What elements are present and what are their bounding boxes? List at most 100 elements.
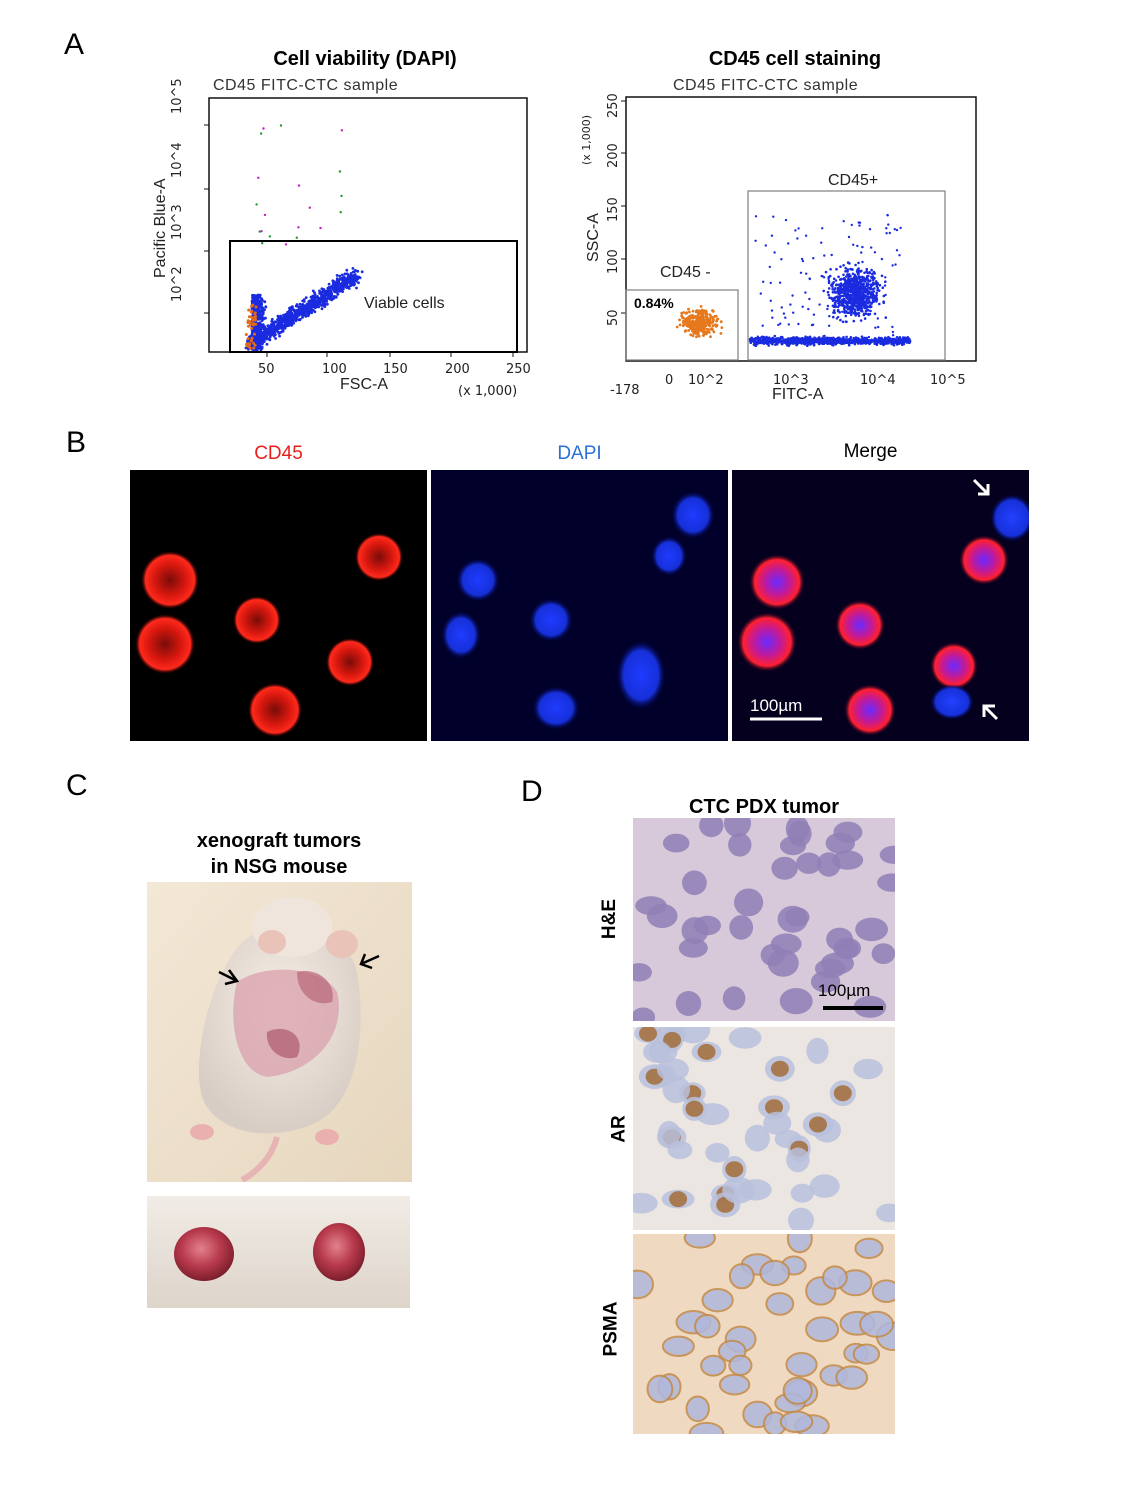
event-dot	[767, 339, 771, 342]
event-dot	[280, 327, 284, 330]
event-dot	[304, 296, 308, 299]
event-dot	[868, 228, 872, 231]
event-dot	[876, 281, 879, 285]
event-dot	[849, 309, 852, 312]
event-dot	[828, 274, 832, 278]
event-dot	[258, 301, 262, 305]
event-dot	[328, 289, 332, 292]
event-dot	[895, 249, 899, 252]
event-dot	[296, 305, 300, 308]
event-dot	[881, 286, 885, 289]
event-dot	[884, 276, 887, 279]
cell-nucleus	[744, 1124, 770, 1152]
merge-micrograph	[732, 470, 1029, 741]
event-dot	[719, 320, 723, 324]
event-dot	[844, 340, 847, 343]
event-dot	[856, 244, 859, 248]
event-dot	[678, 318, 681, 322]
positive-stain	[697, 1043, 716, 1060]
event-dot	[675, 325, 679, 329]
cell-nucleus	[657, 1120, 681, 1148]
event-dot	[806, 340, 809, 343]
psma-micrograph	[633, 1234, 895, 1434]
event-dot	[263, 300, 267, 304]
event-dot	[357, 281, 360, 285]
event-dot	[801, 336, 804, 340]
event-dot	[868, 271, 871, 274]
event-dot	[754, 337, 758, 340]
event-dot	[870, 276, 873, 279]
event-dot	[833, 290, 837, 294]
event-dot	[847, 235, 851, 239]
merge-scale-bar-label: 100µm	[750, 696, 803, 715]
event-dot	[858, 301, 861, 305]
event-dot	[268, 333, 271, 337]
he-nuclei	[633, 818, 895, 1021]
arrow-icon	[218, 969, 240, 986]
event-dot	[705, 321, 708, 324]
event-dot	[780, 258, 783, 261]
event-dot	[844, 287, 847, 290]
event-dot	[852, 319, 856, 323]
event-dot	[247, 308, 251, 312]
event-dot	[711, 324, 715, 328]
cell-nucleus	[833, 937, 862, 959]
event-dot	[351, 267, 355, 270]
plot2-ytick-150: 150	[606, 197, 621, 222]
arrow-icon	[359, 953, 380, 970]
event-dot	[862, 313, 866, 317]
event-dot	[862, 283, 865, 286]
event-dot	[708, 313, 712, 317]
event-dot	[306, 305, 309, 309]
event-dot	[812, 257, 815, 260]
event-dot	[298, 302, 302, 306]
event-dot	[759, 292, 762, 295]
event-dot	[833, 287, 837, 290]
event-dot	[313, 291, 316, 295]
event-dot	[261, 242, 264, 245]
plot2-xtick-0: 0	[665, 373, 674, 388]
event-dot	[866, 301, 870, 305]
event-dot	[691, 316, 694, 320]
event-dot	[283, 319, 286, 323]
event-dot	[249, 339, 253, 343]
cell-nucleus	[678, 938, 708, 958]
plot2-ytick-200: 200	[606, 143, 621, 168]
viable-cells-label: Viable cells	[364, 295, 445, 312]
plot1-xlabel: FSC-A	[340, 376, 388, 393]
event-dot	[334, 295, 338, 298]
event-dot	[769, 299, 772, 302]
event-dot	[255, 300, 259, 304]
event-dot	[862, 339, 866, 342]
event-dot	[871, 272, 874, 276]
event-dot	[260, 325, 264, 329]
event-dot	[895, 336, 899, 339]
event-dot	[784, 218, 788, 222]
plot1-ytick-1e4: 10^4	[170, 142, 185, 178]
plot1-x-multiplier: (x 1,000)	[458, 384, 518, 399]
event-dot	[888, 231, 891, 235]
event-dot	[857, 314, 861, 318]
cell-nucleus	[832, 850, 864, 870]
plot2-frame	[625, 96, 977, 362]
cell-nucleus	[779, 988, 813, 1015]
event-dot	[873, 251, 877, 254]
event-dot	[306, 308, 309, 311]
event-dot	[770, 309, 774, 312]
event-dot	[678, 323, 682, 327]
event-dot	[826, 337, 830, 341]
event-dot	[830, 284, 833, 287]
event-dot	[696, 316, 700, 319]
event-dot	[858, 221, 862, 224]
event-dot	[291, 321, 295, 324]
event-dot	[852, 279, 855, 283]
event-dot	[867, 296, 870, 300]
event-dot	[894, 263, 897, 266]
panel-letter-d: D	[521, 775, 543, 808]
cell-nucleus	[694, 1313, 721, 1339]
cell-nucleus	[728, 1263, 755, 1290]
event-dot	[278, 325, 282, 329]
event-dot	[342, 275, 346, 279]
event-dot	[762, 280, 765, 283]
event-dot	[268, 335, 272, 339]
